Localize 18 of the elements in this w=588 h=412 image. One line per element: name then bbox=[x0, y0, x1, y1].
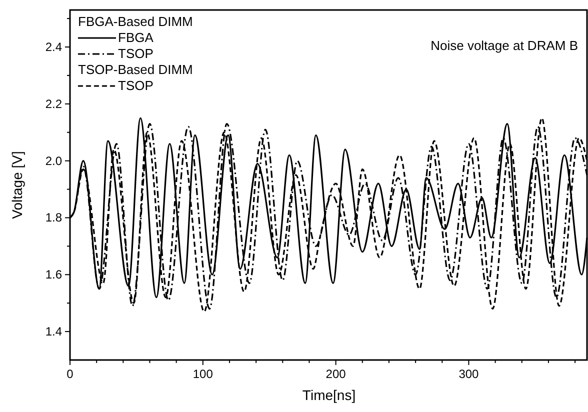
y-tick-label: 1.6 bbox=[45, 268, 62, 282]
annotation: Noise voltage at DRAM B bbox=[430, 38, 578, 53]
x-axis-title: Time[ns] bbox=[302, 387, 356, 403]
annotation: TSOP-Based DIMM bbox=[78, 62, 193, 77]
legend-label: TSOP bbox=[118, 78, 154, 93]
y-axis-title: Voltage [V] bbox=[9, 151, 25, 219]
x-tick-label: 300 bbox=[458, 367, 480, 381]
y-tick-label: 2.2 bbox=[45, 96, 62, 111]
y-tick-label: 2.0 bbox=[45, 154, 62, 168]
x-tick-label: 200 bbox=[326, 367, 346, 381]
annotation: FBGA-Based DIMM bbox=[78, 14, 193, 29]
x-tick-label: 0 bbox=[66, 367, 74, 381]
y-tick-label: 2.4 bbox=[45, 40, 62, 54]
legend-label: TSOP bbox=[118, 46, 154, 61]
y-tick-label: 1.4 bbox=[45, 324, 62, 339]
legend-label: FBGA bbox=[118, 30, 154, 45]
y-tick-label: 1.8 bbox=[45, 210, 62, 225]
x-tick-label: 100 bbox=[192, 367, 214, 381]
